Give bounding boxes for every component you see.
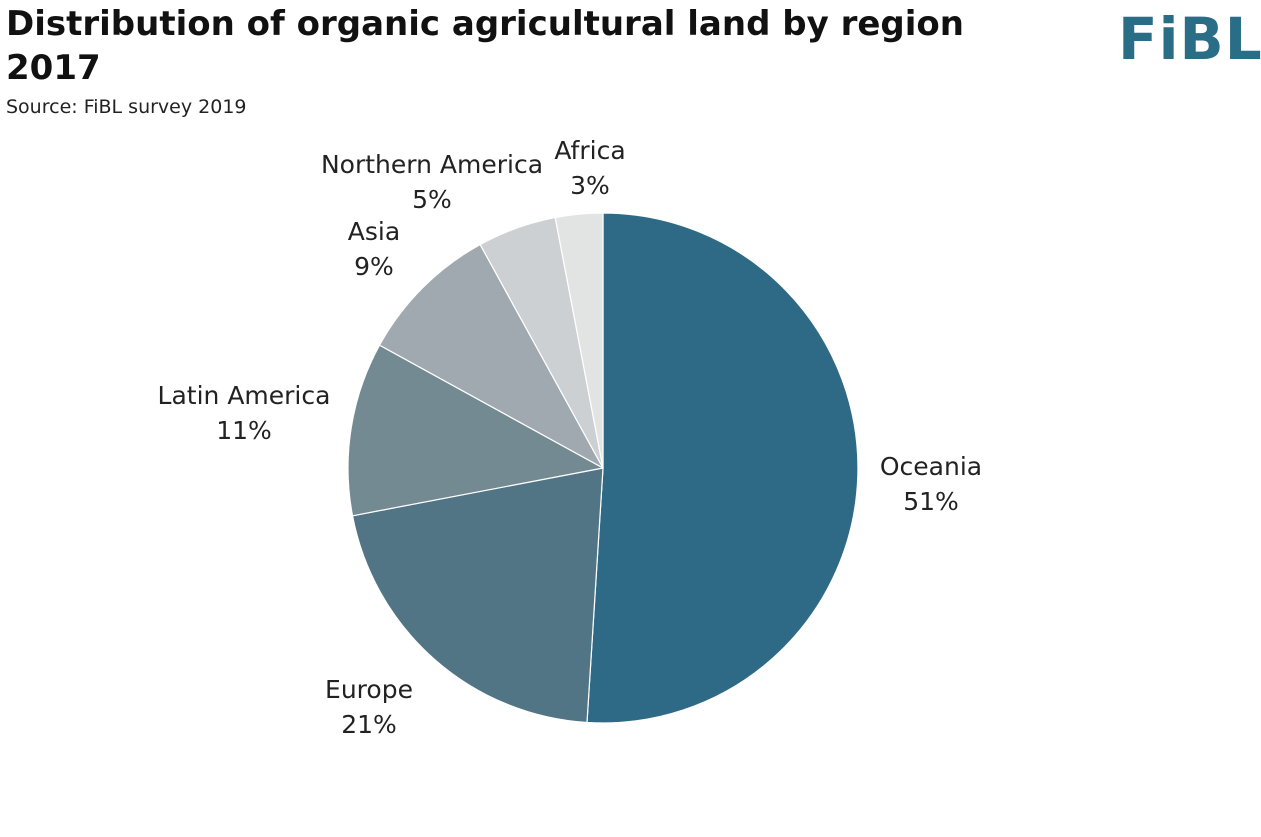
slice-value-africa: 3% [570, 171, 610, 200]
chart-title: Distribution of organic agricultural lan… [6, 4, 964, 88]
pie-slice-asia [378, 243, 604, 469]
slice-label-africa: Africa [554, 136, 625, 165]
slice-label-europe: Europe [325, 675, 413, 704]
pie-slice-africa [554, 212, 604, 469]
pie-labels: Oceania 51% Europe 21% Latin America 11% Asia 9… [158, 136, 983, 739]
slice-value-latin-america: 11% [216, 416, 272, 445]
slice-label-northern-america: Northern America [321, 150, 543, 179]
slice-label-latin-america: Latin America [158, 381, 331, 410]
slice-value-oceania: 51% [903, 487, 959, 516]
pie-slice-latin-america [347, 344, 604, 517]
pie-slices [347, 212, 859, 724]
slice-label-oceania: Oceania [880, 452, 982, 481]
pie-slice-oceania [586, 212, 859, 724]
fibl-logo: FiBL [1118, 5, 1261, 73]
slice-value-asia: 9% [354, 252, 394, 281]
pie-slice-europe [351, 467, 604, 724]
slice-label-asia: Asia [348, 217, 400, 246]
source-note: Source: FiBL survey 2019 [6, 96, 247, 118]
slice-value-northern-america: 5% [412, 185, 452, 214]
slice-value-europe: 21% [341, 710, 397, 739]
